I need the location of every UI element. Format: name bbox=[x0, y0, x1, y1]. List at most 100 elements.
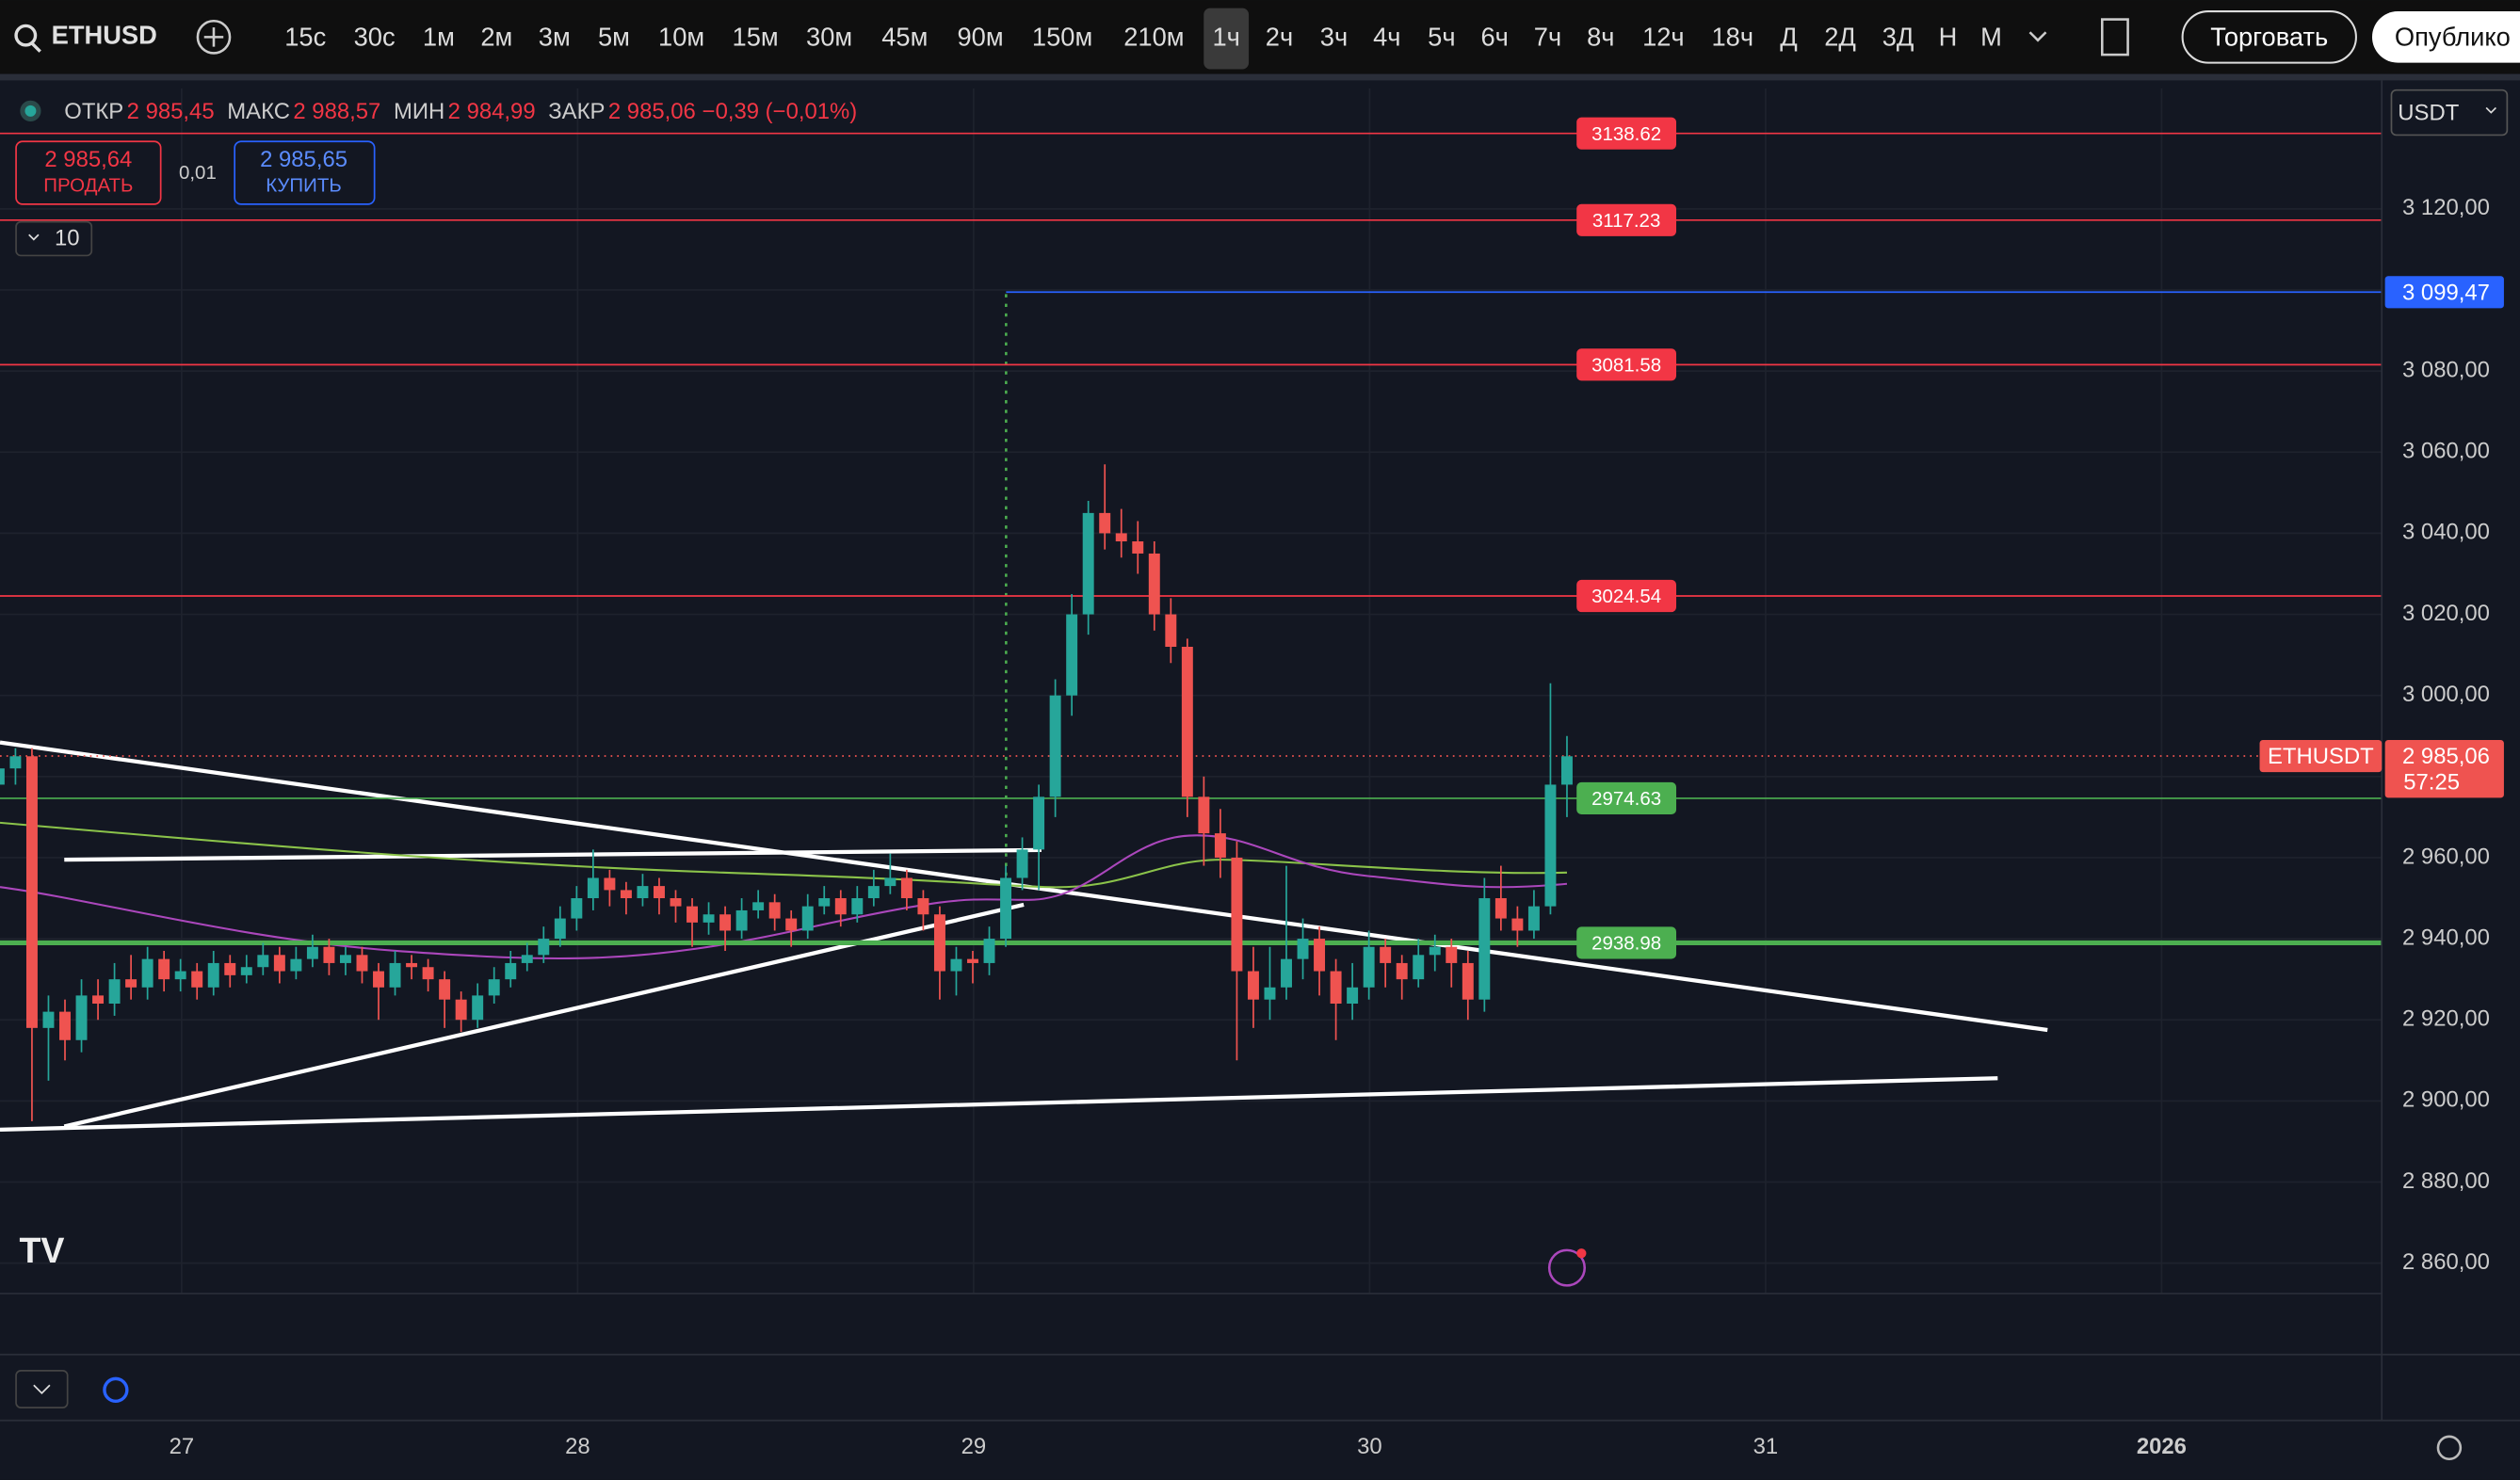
candle-body bbox=[191, 971, 203, 988]
interval-bar: 15с 30с 1м 2м 3м 5м 10м 15м 30м 45м 90м 150м 210м 1ч 2… bbox=[284, 8, 2002, 70]
interval[interactable]: 30с bbox=[354, 22, 396, 51]
separator bbox=[0, 73, 2520, 81]
candle-body bbox=[851, 898, 864, 915]
level-label: 3024.54 bbox=[1591, 586, 1661, 607]
candle-body bbox=[670, 898, 682, 907]
interval[interactable]: 6ч bbox=[1480, 22, 1508, 51]
quantity-box[interactable] bbox=[15, 220, 93, 257]
candle-body bbox=[158, 958, 170, 980]
level-label: 3138.62 bbox=[1591, 123, 1661, 145]
ohlc-label: ЗАКР bbox=[548, 99, 605, 124]
interval[interactable]: 15с bbox=[284, 22, 326, 51]
interval[interactable]: 45м bbox=[881, 22, 928, 51]
status-dot bbox=[20, 100, 41, 121]
change: −0,39 (−0,01%) bbox=[703, 99, 858, 124]
interval[interactable]: 30м bbox=[806, 22, 852, 51]
publish-button[interactable] bbox=[2371, 11, 2520, 63]
candle-body bbox=[884, 877, 897, 887]
candle-body bbox=[505, 962, 517, 980]
moving-average bbox=[0, 821, 1567, 889]
sell-button[interactable] bbox=[15, 140, 162, 205]
interval[interactable]: 1м bbox=[423, 22, 455, 51]
interval[interactable]: 5ч bbox=[1428, 22, 1455, 51]
interval[interactable]: Н bbox=[1939, 22, 1958, 51]
candle-body bbox=[801, 906, 814, 931]
interval[interactable]: 210м bbox=[1123, 22, 1184, 51]
interval[interactable]: 3ч bbox=[1320, 22, 1348, 51]
price-axis: 3 120,00 3 080,00 3 060,00 3 040,00 3 020,00… bbox=[2259, 195, 2504, 1275]
ohlc-legend: ОТКР 2 985,45 МАКС 2 988,57 МИН 2 984,99 ЗАКР 2… bbox=[20, 99, 858, 124]
interval[interactable]: 2м bbox=[480, 22, 512, 51]
candle-body bbox=[933, 914, 945, 972]
buy-button[interactable] bbox=[234, 140, 376, 205]
interval[interactable]: 5м bbox=[598, 22, 630, 51]
candle-body bbox=[240, 967, 252, 975]
y-tick-label: 2 880,00 bbox=[2402, 1168, 2490, 1194]
y-tick-label: 3 020,00 bbox=[2402, 601, 2490, 626]
last-price-label: 2 985,06 bbox=[2402, 744, 2490, 769]
ohlc-value: 2 985,45 bbox=[127, 99, 215, 124]
candle-body bbox=[554, 918, 566, 940]
interval[interactable]: 150м bbox=[1032, 22, 1092, 51]
collapse-button[interactable] bbox=[15, 1370, 69, 1408]
interval[interactable]: 2ч bbox=[1266, 22, 1293, 51]
add-symbol[interactable] bbox=[196, 20, 232, 55]
interval[interactable]: 90м bbox=[957, 22, 1003, 51]
candle-body bbox=[768, 902, 781, 919]
candle-body bbox=[1099, 512, 1111, 534]
interval[interactable]: 3Д bbox=[1882, 22, 1914, 51]
level-label: 3117.23 bbox=[1592, 210, 1660, 232]
interval[interactable]: 1ч bbox=[1212, 22, 1239, 51]
interval[interactable]: 7ч bbox=[1534, 22, 1561, 51]
trend-line bbox=[0, 1076, 1998, 1132]
interval[interactable]: 10м bbox=[658, 22, 704, 51]
settings-icon[interactable] bbox=[2436, 1435, 2463, 1460]
interval[interactable]: 2Д bbox=[1824, 22, 1856, 51]
currency-select[interactable] bbox=[2390, 88, 2509, 137]
search-icon[interactable] bbox=[14, 24, 38, 47]
candle-body bbox=[703, 914, 715, 923]
candle-body bbox=[950, 958, 962, 972]
level-tag bbox=[1576, 203, 1677, 236]
chart-type-icon[interactable] bbox=[2100, 18, 2129, 56]
currency-arrow bbox=[2485, 106, 2497, 114]
candle-body bbox=[1132, 541, 1144, 554]
candle-body bbox=[406, 962, 418, 968]
candle-body bbox=[1247, 971, 1259, 1000]
candle-body bbox=[1314, 939, 1326, 972]
level-tag bbox=[1576, 348, 1677, 381]
interval[interactable]: 18ч bbox=[1711, 22, 1753, 51]
candle-body bbox=[834, 898, 847, 915]
candle-body bbox=[1181, 647, 1193, 797]
interval[interactable]: 12ч bbox=[1642, 22, 1685, 51]
x-tick-label: 2026 bbox=[2137, 1434, 2187, 1459]
interval[interactable]: 15м bbox=[733, 22, 779, 51]
time-axis: 27 28 29 30 31 2026 bbox=[170, 1434, 2187, 1459]
candle-body bbox=[1478, 898, 1491, 1000]
candles bbox=[0, 464, 1573, 1121]
interval[interactable]: 4ч bbox=[1373, 22, 1400, 51]
y-tick-label: 3 000,00 bbox=[2402, 682, 2490, 707]
candle-body bbox=[323, 946, 335, 963]
interval[interactable]: 8ч bbox=[1587, 22, 1614, 51]
ohlc-label: ОТКР bbox=[64, 99, 123, 124]
candle-body bbox=[1494, 898, 1507, 919]
candle-body bbox=[967, 958, 978, 963]
ohlc-label: МИН bbox=[394, 99, 444, 124]
candle-body bbox=[1066, 614, 1078, 696]
countdown: 57:25 bbox=[2403, 769, 2460, 795]
sync-icon[interactable] bbox=[103, 1376, 129, 1403]
interval[interactable]: М bbox=[1980, 22, 2002, 51]
symbol-label: ETHUSDT bbox=[2268, 744, 2374, 769]
symbol[interactable]: ETHUSD bbox=[52, 21, 157, 50]
candle-body bbox=[1231, 857, 1243, 972]
alert-icon[interactable] bbox=[1547, 1248, 1587, 1287]
interval[interactable]: 3м bbox=[539, 22, 571, 51]
more-intervals[interactable] bbox=[2028, 31, 2047, 42]
ohlc-value: 2 985,06 bbox=[608, 99, 696, 124]
trade-button[interactable] bbox=[2181, 10, 2357, 64]
interval[interactable]: Д bbox=[1780, 22, 1798, 51]
currency: USDT bbox=[2398, 101, 2459, 126]
ohlc-label: МАКС bbox=[227, 99, 290, 124]
